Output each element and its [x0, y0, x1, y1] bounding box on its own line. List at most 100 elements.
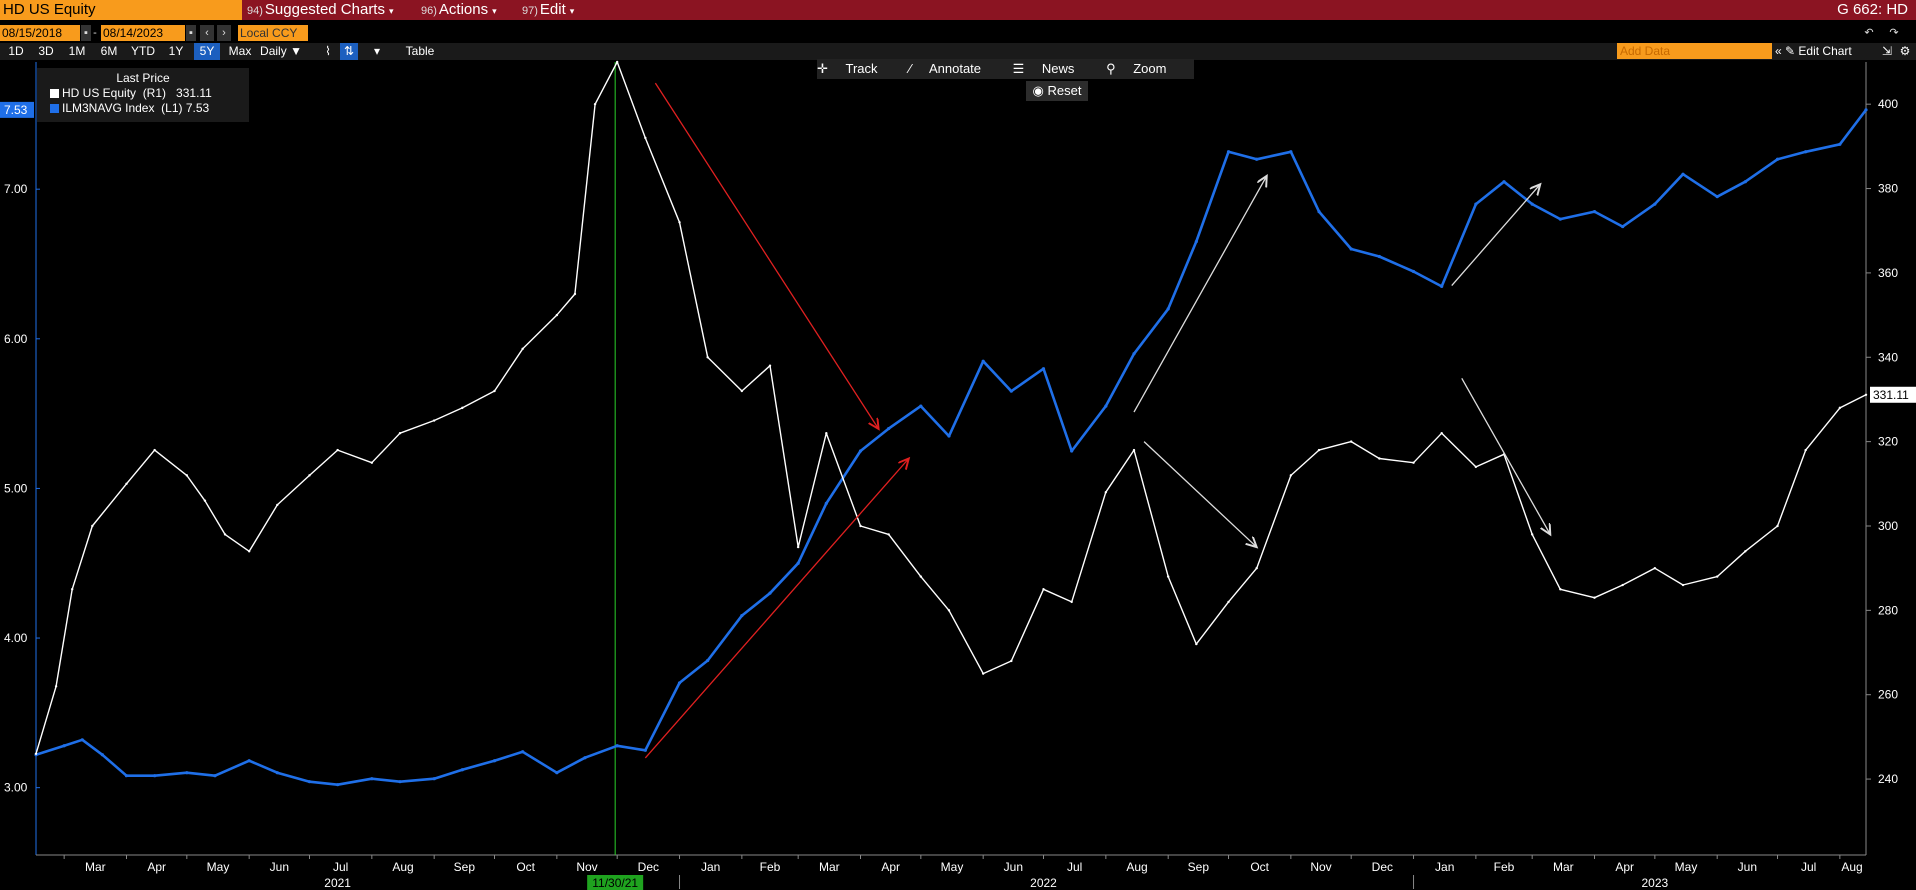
zoom-label: Zoom	[1133, 61, 1167, 76]
forward-arrow-icon[interactable]: ›	[217, 25, 231, 41]
hd-equity-point	[1744, 550, 1747, 553]
currency-field[interactable]: Local CCY	[238, 25, 308, 41]
left-tick-label: 7.00	[4, 182, 28, 196]
ilm3navg-point	[1653, 202, 1657, 206]
right-tick-label: 320	[1878, 435, 1898, 449]
x-tick-label: Apr	[1615, 860, 1634, 874]
frequency-select[interactable]: Daily ▼	[260, 43, 302, 60]
hd-equity-point	[644, 136, 647, 140]
ilm3navg-point	[100, 753, 104, 757]
left-tick-label: 3.00	[4, 781, 28, 795]
news-tool[interactable]: ☰ News	[1013, 61, 1089, 76]
x-tick-label: Sep	[454, 860, 476, 874]
edit-menu[interactable]: 97) Edit ▾	[522, 0, 574, 20]
ilm3navg-point	[887, 426, 891, 431]
ticker-field[interactable]: HD US Equity	[0, 0, 242, 20]
red-trend-arrow	[654, 82, 878, 429]
hd-equity-point	[398, 431, 402, 435]
hd-equity-point	[706, 356, 709, 359]
right-last-value-label: 331.11	[1873, 388, 1909, 402]
period-1y[interactable]: 1Y	[168, 44, 184, 58]
start-date-field[interactable]: 08/15/2018	[0, 25, 80, 41]
x-tick-label: May	[941, 860, 964, 874]
end-date-field[interactable]: 08/14/2023	[101, 25, 185, 41]
undo-icon[interactable]: ↶	[1862, 25, 1876, 41]
line-chart-icon[interactable]: ⌇	[325, 44, 331, 58]
ilm3navg-point	[677, 681, 682, 685]
hd-equity-point	[276, 503, 279, 507]
white-trend-arrow	[1461, 378, 1550, 534]
period-max[interactable]: Max	[228, 44, 252, 58]
cursor-date-box	[587, 875, 644, 890]
right-tick-label: 400	[1878, 97, 1898, 111]
actions-menu[interactable]: 96) Actions ▾	[421, 0, 497, 20]
x-tick-label: Mar	[819, 860, 840, 874]
table-button[interactable]: Table	[405, 44, 435, 58]
x-tick-label: Nov	[1310, 860, 1331, 874]
pin-icon[interactable]: ⇲	[1881, 44, 1893, 58]
period-ytd[interactable]: YTD	[131, 44, 155, 58]
reset-button[interactable]: ◉ Reset	[1026, 81, 1088, 101]
hd-equity-point	[1559, 588, 1562, 591]
hd-equity-point	[859, 524, 862, 528]
hd-equity-point	[1317, 448, 1321, 452]
period-1m[interactable]: 1M	[68, 44, 86, 58]
period-1d[interactable]: 1D	[8, 44, 24, 58]
add-data-field[interactable]: Add Data	[1617, 43, 1772, 59]
date-separator: -	[91, 25, 99, 41]
hd-equity-point	[336, 448, 339, 452]
hd-equity-point	[1681, 583, 1685, 587]
ilm3navg-point	[858, 449, 863, 453]
legend-title: Last Price	[116, 71, 170, 85]
white-trend-arrow	[1143, 441, 1257, 547]
zoom-tool[interactable]: ⚲ Zoom	[1106, 61, 1180, 76]
calendar-icon[interactable]: ▪	[81, 25, 91, 41]
hd-equity-point	[768, 364, 772, 367]
ilm3navg-point	[1041, 367, 1046, 371]
calendar-icon[interactable]: ▪	[186, 25, 196, 41]
hd-equity-point	[125, 482, 128, 486]
period-6m[interactable]: 6M	[100, 44, 118, 58]
ilm3navg-point	[824, 501, 828, 505]
chart-code: G 662: HD	[1837, 1, 1908, 18]
chevron-down-icon: ▾	[569, 6, 575, 16]
suggested-charts-menu[interactable]: 94) Suggested Charts ▾	[247, 0, 394, 20]
legend-entry[interactable]: ILM3NAVG Index (L1) 7.53	[50, 101, 249, 115]
x-tick-label: Aug	[1126, 860, 1147, 874]
crosshair-icon: ✛	[817, 61, 832, 76]
track-tool[interactable]: ✛ Track	[817, 61, 892, 76]
menu-label: Suggested Charts	[264, 1, 385, 18]
ilm3navg-point	[1377, 254, 1381, 259]
x-tick-label: Oct	[516, 860, 535, 874]
hd-equity-point	[521, 347, 524, 351]
redo-icon[interactable]: ↷	[1887, 25, 1901, 41]
ilm3navg-point	[1349, 247, 1353, 251]
annotate-tool[interactable]: ∕ Annotate	[909, 61, 995, 76]
left-tick-label: 4.00	[4, 631, 28, 645]
command-bar	[0, 0, 1916, 20]
ilm3navg-point	[615, 744, 619, 748]
hd-equity-point	[1227, 600, 1230, 604]
candle-chart-icon[interactable]: ⇅	[340, 43, 358, 60]
hd-equity-point	[593, 102, 597, 106]
menu-number: 94)	[247, 5, 263, 17]
x-tick-label: May	[1675, 860, 1698, 874]
back-arrow-icon[interactable]: ‹	[200, 25, 214, 41]
ilm3navg-point	[1474, 202, 1478, 206]
chart-type-dropdown-icon[interactable]: ▾	[373, 44, 381, 58]
period-5y[interactable]: 5Y	[194, 43, 220, 60]
edit-chart-button[interactable]: « ✎ Edit Chart	[1775, 43, 1852, 60]
hd-equity-point	[185, 474, 189, 477]
period-3d[interactable]: 3D	[38, 44, 54, 58]
gear-icon[interactable]: ⚙	[1899, 44, 1911, 58]
year-label: 2023	[1641, 876, 1668, 890]
hd-equity-point	[223, 533, 227, 536]
ilm3navg-point	[1226, 150, 1231, 154]
legend-entry[interactable]: HD US Equity (R1) 331.11	[50, 86, 249, 100]
ilm3navg-point	[1009, 389, 1013, 393]
hd-equity-point	[887, 533, 890, 536]
ilm3navg-point	[1411, 269, 1416, 274]
x-tick-label: Apr	[881, 860, 900, 874]
left-last-value-badge	[0, 101, 34, 118]
